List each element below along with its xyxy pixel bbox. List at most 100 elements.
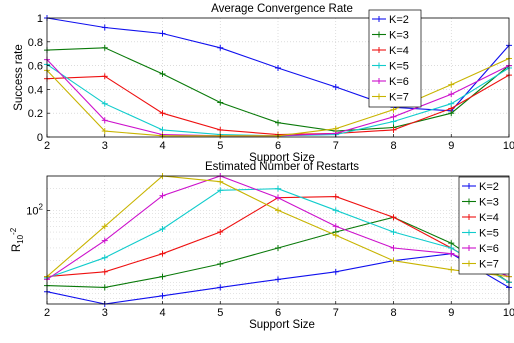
legend-item: K=5 [372,61,409,73]
y-axis-label-main: R [11,244,23,252]
data-point [217,187,224,194]
x-tick-label: 10 [503,140,514,152]
data-point [217,229,224,236]
legend-label: K=5 [389,61,409,73]
y-tick-exponent: 2 [39,202,44,211]
data-point [101,268,108,275]
legend-label: K=2 [479,181,499,193]
y-axis-label: R10-2 [9,227,25,252]
data-point [159,292,166,299]
legend-label: K=4 [479,212,499,224]
data-point [448,266,455,273]
data-point [101,254,108,261]
data-point [159,250,166,257]
legend-item: K=2 [462,181,499,193]
data-point [217,284,224,291]
data-point [101,117,108,124]
y-tick-label: 0.2 [28,108,43,120]
data-point [275,207,281,214]
data-point [332,232,339,239]
x-tick-label: 4 [159,307,165,319]
legend-label: K=3 [389,30,409,42]
data-point [217,260,224,267]
y-tick-label: 102 [26,202,43,217]
data-point [448,81,455,88]
plot-frame [46,17,510,138]
legend-item: K=7 [462,259,499,271]
data-point [332,268,339,275]
x-tick-label: 8 [390,307,396,319]
x-tick-label: 3 [102,307,108,319]
x-tick-label: 7 [333,140,339,152]
y-tick-label: 0.6 [28,61,43,73]
series-k2 [44,15,512,114]
data-point [275,185,281,192]
y-tick-label: 0.4 [28,84,43,96]
legend-item: K=4 [372,45,409,57]
x-tick-label: 4 [159,140,165,152]
x-tick-label: 9 [448,307,454,319]
x-tick-label: 5 [217,140,223,152]
data-point [217,99,224,106]
x-tick-label: 3 [102,140,108,152]
data-point [101,24,108,31]
x-axis-label: Support Size [249,319,315,331]
data-point [159,273,166,280]
chart-title: Average Convergence Rate [211,3,353,15]
y-axis-label-subscript: 10 [16,234,25,243]
data-point [275,244,281,251]
legend-item: K=3 [462,197,499,209]
legend-label: K=6 [479,243,499,255]
data-point [159,226,166,233]
grid [47,18,509,137]
series-k5 [44,61,512,139]
data-point [448,244,455,251]
data-point [448,100,455,107]
chart-panel-1: 2 3 4 5 6 7 8 9 10 0 0.2 0.4 0.6 0.8 1 Average Converge… [13,3,514,164]
data-point [101,284,108,291]
data-point [390,113,397,120]
data-point [332,223,339,230]
y-tick-base: 10 [26,205,38,217]
data-point [390,126,397,133]
data-point [390,106,397,113]
x-tick-label: 7 [333,307,339,319]
legend-label: K=7 [389,92,409,104]
data-point [275,194,281,201]
data-point [390,214,397,221]
x-tick-label: 10 [503,307,514,319]
x-tick-label: 5 [217,307,223,319]
data-point [332,125,339,132]
data-point [101,223,108,230]
y-tick-label: 0 [37,132,43,144]
y-tick-label: 0.8 [28,37,43,49]
legend-item: K=3 [372,30,409,42]
legend-label: K=4 [389,45,409,57]
data-point [332,193,339,200]
legend-label: K=7 [479,259,499,271]
legend: K=2 K=3 K=4 K=5 K=6 K=7 [368,9,422,108]
data-point [390,244,397,251]
data-point [101,128,108,135]
data-point [159,30,166,37]
x-tick-label: 2 [44,307,50,319]
data-point [448,91,455,98]
legend-item: K=6 [462,243,499,255]
data-point [332,84,339,91]
legend-item: K=5 [462,228,499,240]
x-axis-label: Support Size [249,152,315,164]
y-tick-label: 1 [37,13,43,25]
data-point [159,192,166,199]
data-point [390,257,397,264]
legend-item: K=7 [372,92,409,104]
data-point [275,119,281,126]
data-point [159,110,166,117]
legend-label: K=6 [389,76,409,88]
data-point [332,207,339,214]
x-tick-label: 6 [275,307,281,319]
data-point [217,44,224,51]
data-point [275,276,281,283]
